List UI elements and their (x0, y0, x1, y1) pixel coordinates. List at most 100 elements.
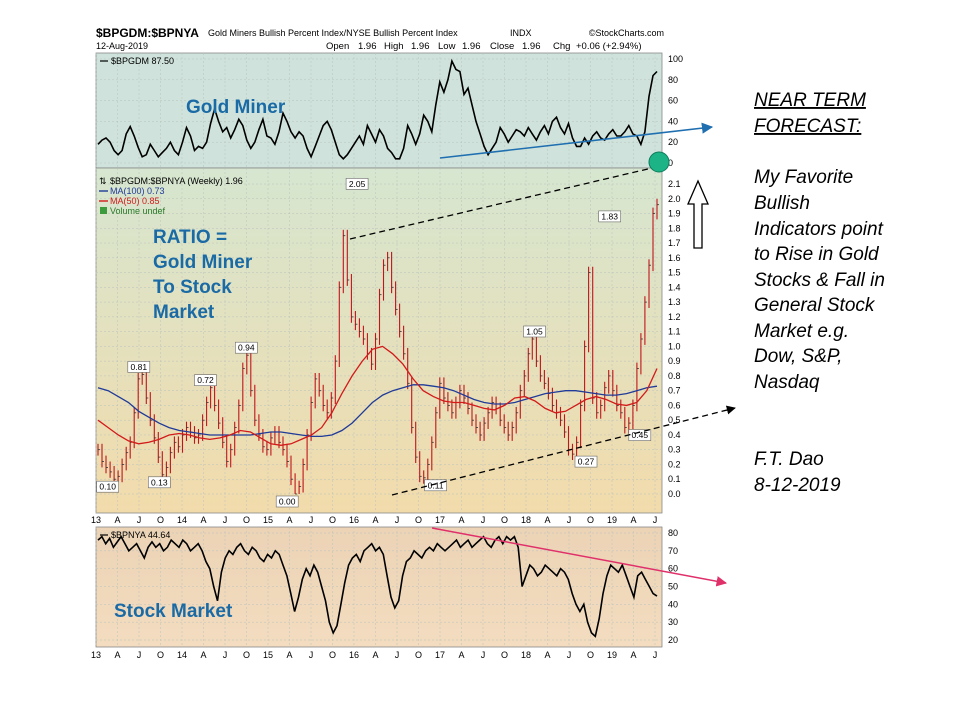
y-tick-label: 60 (668, 96, 678, 106)
y-tick-label: 0.6 (668, 400, 681, 410)
callout-label: 0.45 (632, 430, 649, 440)
x-tick-label: A (200, 515, 206, 525)
y-tick-label: 60 (668, 564, 678, 574)
x-tick-label: 13 (91, 515, 101, 525)
callout-box (194, 374, 217, 387)
author-name: F.T. Dao (754, 449, 824, 470)
ma100-line (97, 384, 658, 438)
y-tick-label: 0.3 (668, 445, 681, 455)
bpnya-line (97, 535, 658, 638)
x-tick-label: 15 (263, 650, 273, 660)
x-tick-label: J (223, 515, 228, 525)
y-tick-label: 2.1 (668, 179, 681, 189)
forecast-title-1: NEAR TERM (754, 90, 866, 111)
top-legend-text: $BPGDM 87.50 (111, 56, 174, 66)
y-tick-label: 1.1 (668, 327, 681, 337)
forecast-body-9: Nasdaq (754, 372, 820, 393)
grid-lines (95, 53, 662, 647)
x-tick-label: O (587, 515, 594, 525)
callout-label: 0.81 (131, 362, 148, 372)
forecast-body-3: Indicators point (754, 219, 884, 240)
callout-label: 1.83 (601, 211, 618, 221)
legend-ma50: MA(50) 0.85 (110, 196, 160, 206)
open-value: 1.96 (358, 41, 377, 52)
x-tick-label: O (415, 650, 422, 660)
top-legend: $BPGDM 87.50 (100, 56, 174, 66)
y-tick-label: 0.0 (668, 489, 681, 499)
top-panel (95, 52, 663, 169)
x-tick-label: J (567, 650, 572, 660)
callout-box (148, 476, 171, 489)
callout-label: 0.27 (578, 457, 595, 467)
open-label: Open (326, 41, 349, 52)
x-tick-label: A (544, 650, 550, 660)
forecast-title-2: FORECAST: (754, 116, 861, 137)
x-tick-label: O (415, 515, 422, 525)
callout-box (96, 480, 119, 493)
callout-box (523, 325, 546, 338)
forecast-body-7: Market e.g. (754, 321, 849, 342)
callout-box (275, 495, 299, 508)
x-tick-label: O (157, 515, 164, 525)
x-tick-label: A (200, 650, 206, 660)
x-tick-label: A (372, 650, 378, 660)
callout-label: 0.00 (279, 497, 296, 507)
x-tick-label: O (157, 650, 164, 660)
legend-ratio: $BPGDM:$BPNYA (Weekly) 1.96 (110, 176, 243, 186)
x-tick-label: O (243, 650, 250, 660)
x-tick-label: 15 (263, 515, 273, 525)
x-tick-label: A (458, 515, 464, 525)
x-tick-label: J (137, 515, 142, 525)
y-tick-label: 1.9 (668, 209, 681, 219)
ratio-line-3: To Stock (153, 277, 232, 298)
x-tick-label: A (114, 515, 120, 525)
forecast-block: NEAR TERM FORECAST: My Favorite Bullish … (754, 90, 885, 496)
header-symbol: $BPGDM:$BPNYA (96, 26, 199, 40)
y-tick-label: 0.1 (668, 474, 681, 484)
forecast-body-4: to Rise in Gold (754, 244, 880, 265)
x-tick-label: 16 (349, 650, 359, 660)
y-tick-label: 70 (668, 546, 678, 556)
callout-label: 0.94 (238, 343, 255, 353)
x-tick-label: O (329, 650, 336, 660)
y-tick-label: 1.2 (668, 312, 681, 322)
x-tick-label: 14 (177, 515, 187, 525)
x-tick-label: J (395, 515, 400, 525)
y-tick-label: 1.7 (668, 238, 681, 248)
y-tick-label: 1.0 (668, 341, 681, 351)
y-tick-label: 80 (668, 528, 678, 538)
forecast-body-2: Bullish (754, 193, 810, 214)
close-value: 1.96 (522, 41, 541, 52)
y-tick-label: 40 (668, 116, 678, 126)
x-tick-label: A (458, 650, 464, 660)
y-tick-label: 1.8 (668, 223, 681, 233)
author-date: 8-12-2019 (754, 475, 841, 496)
callout-label: 0.11 (428, 480, 444, 490)
callout-box (127, 361, 151, 373)
close-label: Close (490, 41, 514, 52)
y-tick-label: 0.5 (668, 415, 681, 425)
y-tick-label: 1.4 (668, 282, 681, 292)
callout-label: 0.10 (99, 482, 116, 492)
low-label: Low (438, 41, 456, 52)
x-tick-label: J (481, 650, 486, 660)
ratio-upper-trendline (349, 167, 653, 240)
gold-miner-trendline (439, 122, 714, 159)
y-tick-label: 0.9 (668, 356, 681, 366)
x-tick-label: J (137, 650, 142, 660)
x-tick-label: 14 (177, 650, 187, 660)
y-tick-label: 30 (668, 617, 678, 627)
x-tick-label: A (544, 515, 550, 525)
up-arrow-icon (687, 179, 709, 249)
high-value: 1.96 (411, 41, 430, 52)
ma50-line (97, 345, 658, 446)
ratio-lower-trendline (391, 405, 736, 496)
x-tick-label: O (587, 650, 594, 660)
y-tick-label: 50 (668, 582, 678, 592)
ratio-line-1: RATIO = (153, 227, 227, 248)
y-tick-label: 80 (668, 75, 678, 85)
signal-circle (648, 151, 670, 173)
header-date: 12-Aug-2019 (96, 41, 148, 51)
ratio-line-4: Market (153, 302, 215, 323)
